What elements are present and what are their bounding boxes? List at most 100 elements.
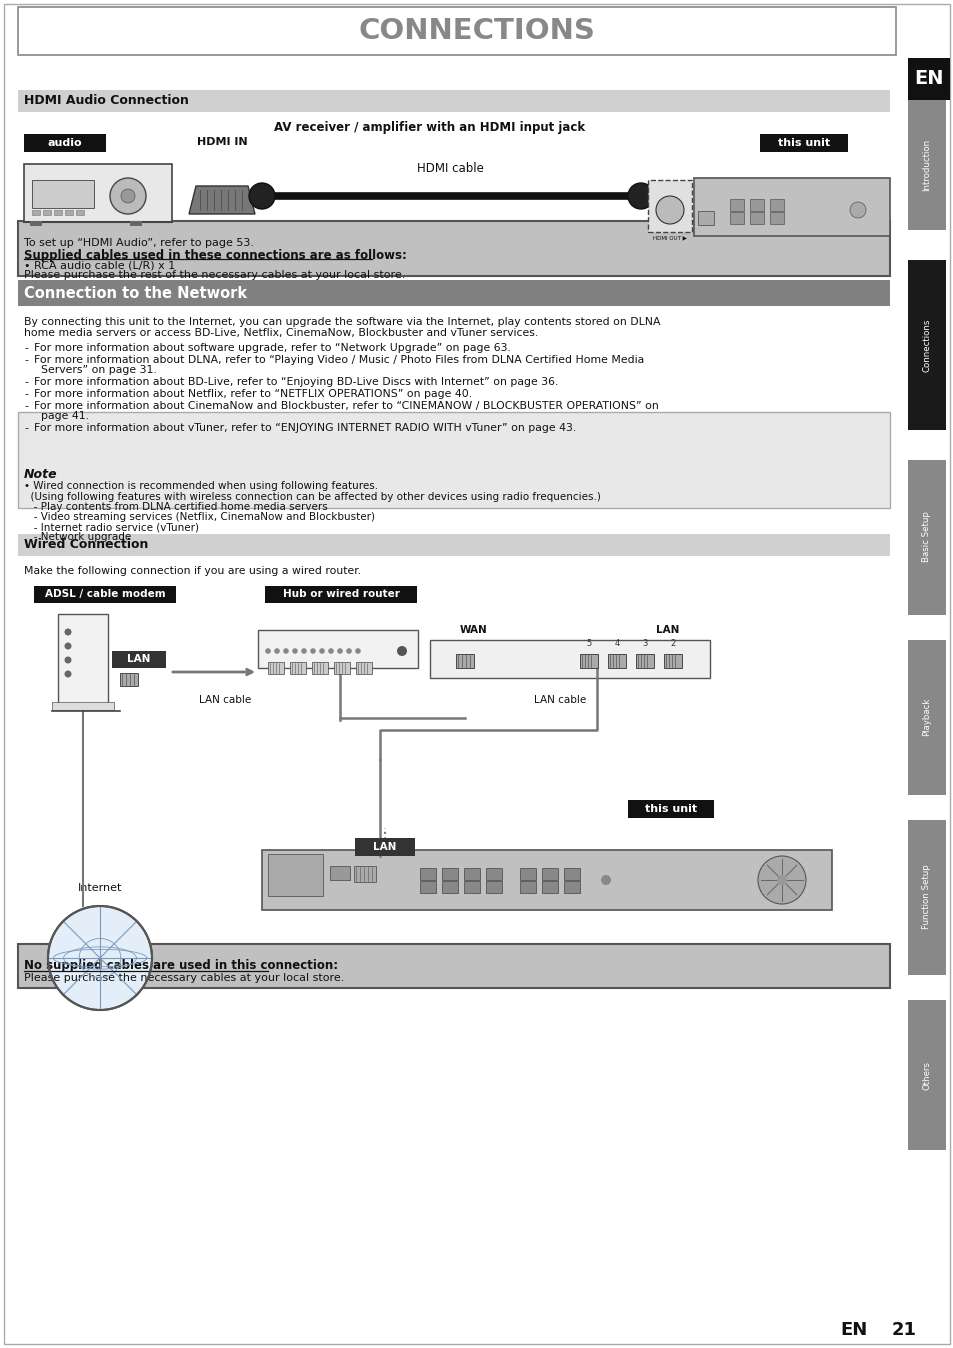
Text: 2: 2 — [670, 639, 675, 647]
Bar — [541, 882, 558, 892]
Bar — [441, 868, 457, 880]
Circle shape — [249, 183, 274, 209]
Bar — [907, 58, 949, 100]
Text: (Using following features with wireless connection can be affected by other devi: (Using following features with wireless … — [24, 492, 600, 501]
Text: - Internet radio service (vTuner): - Internet radio service (vTuner) — [24, 522, 199, 532]
Bar — [130, 221, 142, 226]
Bar — [563, 868, 579, 880]
Circle shape — [274, 648, 279, 654]
Bar — [485, 882, 501, 892]
Bar — [907, 260, 945, 430]
Bar — [563, 882, 579, 892]
Text: LAN: LAN — [127, 654, 151, 665]
Text: home media servers or access BD-Live, Netflix, CinemaNow, Blockbuster and vTuner: home media servers or access BD-Live, Ne… — [24, 328, 537, 338]
Circle shape — [301, 648, 307, 654]
Circle shape — [849, 202, 865, 218]
Text: -: - — [24, 355, 28, 365]
Bar — [18, 944, 889, 988]
Bar — [257, 630, 417, 669]
Bar — [647, 181, 691, 232]
Bar — [24, 164, 172, 222]
Bar — [112, 651, 166, 669]
Bar — [355, 838, 415, 856]
Text: Connection to the Network: Connection to the Network — [24, 286, 247, 301]
Text: Please purchase the rest of the necessary cables at your local store.: Please purchase the rest of the necessar… — [24, 270, 405, 280]
Text: ADSL / cable modem: ADSL / cable modem — [45, 589, 165, 599]
Bar — [52, 702, 113, 710]
Text: Supplied cables used in these connections are as follows:: Supplied cables used in these connection… — [24, 248, 406, 262]
Text: Function Setup: Function Setup — [922, 864, 930, 929]
Bar — [65, 210, 73, 214]
Text: LAN: LAN — [373, 842, 396, 852]
Text: For more information about BD-Live, refer to “Enjoying BD-Live Discs with Intern: For more information about BD-Live, refe… — [34, 377, 558, 387]
Text: Playback: Playback — [922, 698, 930, 736]
Text: Servers” on page 31.: Servers” on page 31. — [34, 365, 156, 375]
Text: page 41.: page 41. — [34, 411, 89, 421]
Bar — [32, 210, 40, 214]
Polygon shape — [189, 186, 254, 214]
Text: LAN: LAN — [656, 625, 679, 635]
Text: Others: Others — [922, 1061, 930, 1089]
Text: CONNECTIONS: CONNECTIONS — [358, 18, 595, 44]
Bar — [463, 868, 479, 880]
Bar — [607, 654, 625, 669]
Bar — [18, 221, 889, 276]
Bar — [430, 640, 709, 678]
Text: No supplied cables are used in this connection:: No supplied cables are used in this conn… — [24, 960, 337, 972]
Circle shape — [48, 906, 152, 1010]
Circle shape — [65, 656, 71, 663]
Text: -: - — [24, 377, 28, 387]
Bar — [290, 662, 306, 674]
Bar — [32, 181, 94, 208]
Circle shape — [656, 195, 683, 224]
Bar — [441, 882, 457, 892]
Text: this unit: this unit — [644, 803, 697, 814]
Text: - Play contents from DLNA certified home media servers: - Play contents from DLNA certified home… — [24, 501, 328, 512]
Bar — [693, 178, 889, 236]
Text: LAN cable: LAN cable — [198, 696, 251, 705]
Bar — [334, 662, 350, 674]
Text: 4: 4 — [614, 639, 619, 647]
Text: Introduction: Introduction — [922, 139, 930, 191]
Bar — [627, 799, 713, 818]
Bar — [43, 210, 51, 214]
Text: EN: EN — [913, 70, 943, 89]
Text: 5: 5 — [586, 639, 591, 647]
Text: -: - — [24, 400, 28, 411]
Bar — [485, 868, 501, 880]
Text: 21: 21 — [891, 1321, 916, 1339]
Text: For more information about Netflix, refer to “NETFLIX OPERATIONS” on page 40.: For more information about Netflix, refe… — [34, 390, 472, 399]
Circle shape — [292, 648, 297, 654]
Text: Basic Setup: Basic Setup — [922, 511, 930, 562]
Text: -: - — [24, 390, 28, 399]
Text: Internet: Internet — [78, 883, 122, 892]
Bar — [663, 654, 681, 669]
Bar — [749, 200, 763, 212]
Bar — [456, 654, 474, 669]
Bar — [907, 1000, 945, 1150]
Bar — [636, 654, 654, 669]
Bar — [907, 100, 945, 231]
Bar — [760, 133, 847, 152]
Circle shape — [310, 648, 315, 654]
Bar — [18, 534, 889, 555]
Circle shape — [283, 648, 289, 654]
Circle shape — [336, 648, 342, 654]
Bar — [312, 662, 328, 674]
Text: audio: audio — [48, 137, 82, 148]
Bar — [18, 412, 889, 508]
Bar — [354, 865, 375, 882]
Bar — [268, 662, 284, 674]
Bar — [265, 586, 416, 603]
Bar — [58, 613, 108, 706]
Text: Wired Connection: Wired Connection — [24, 538, 149, 551]
Bar — [262, 851, 831, 910]
Circle shape — [319, 648, 324, 654]
Text: To set up “HDMI Audio”, refer to page 53.: To set up “HDMI Audio”, refer to page 53… — [24, 239, 253, 248]
Bar — [541, 868, 558, 880]
Circle shape — [627, 183, 654, 209]
Text: HDMI IN: HDMI IN — [196, 137, 247, 147]
Bar — [18, 90, 889, 112]
Text: -: - — [24, 423, 28, 433]
Bar — [729, 200, 743, 212]
